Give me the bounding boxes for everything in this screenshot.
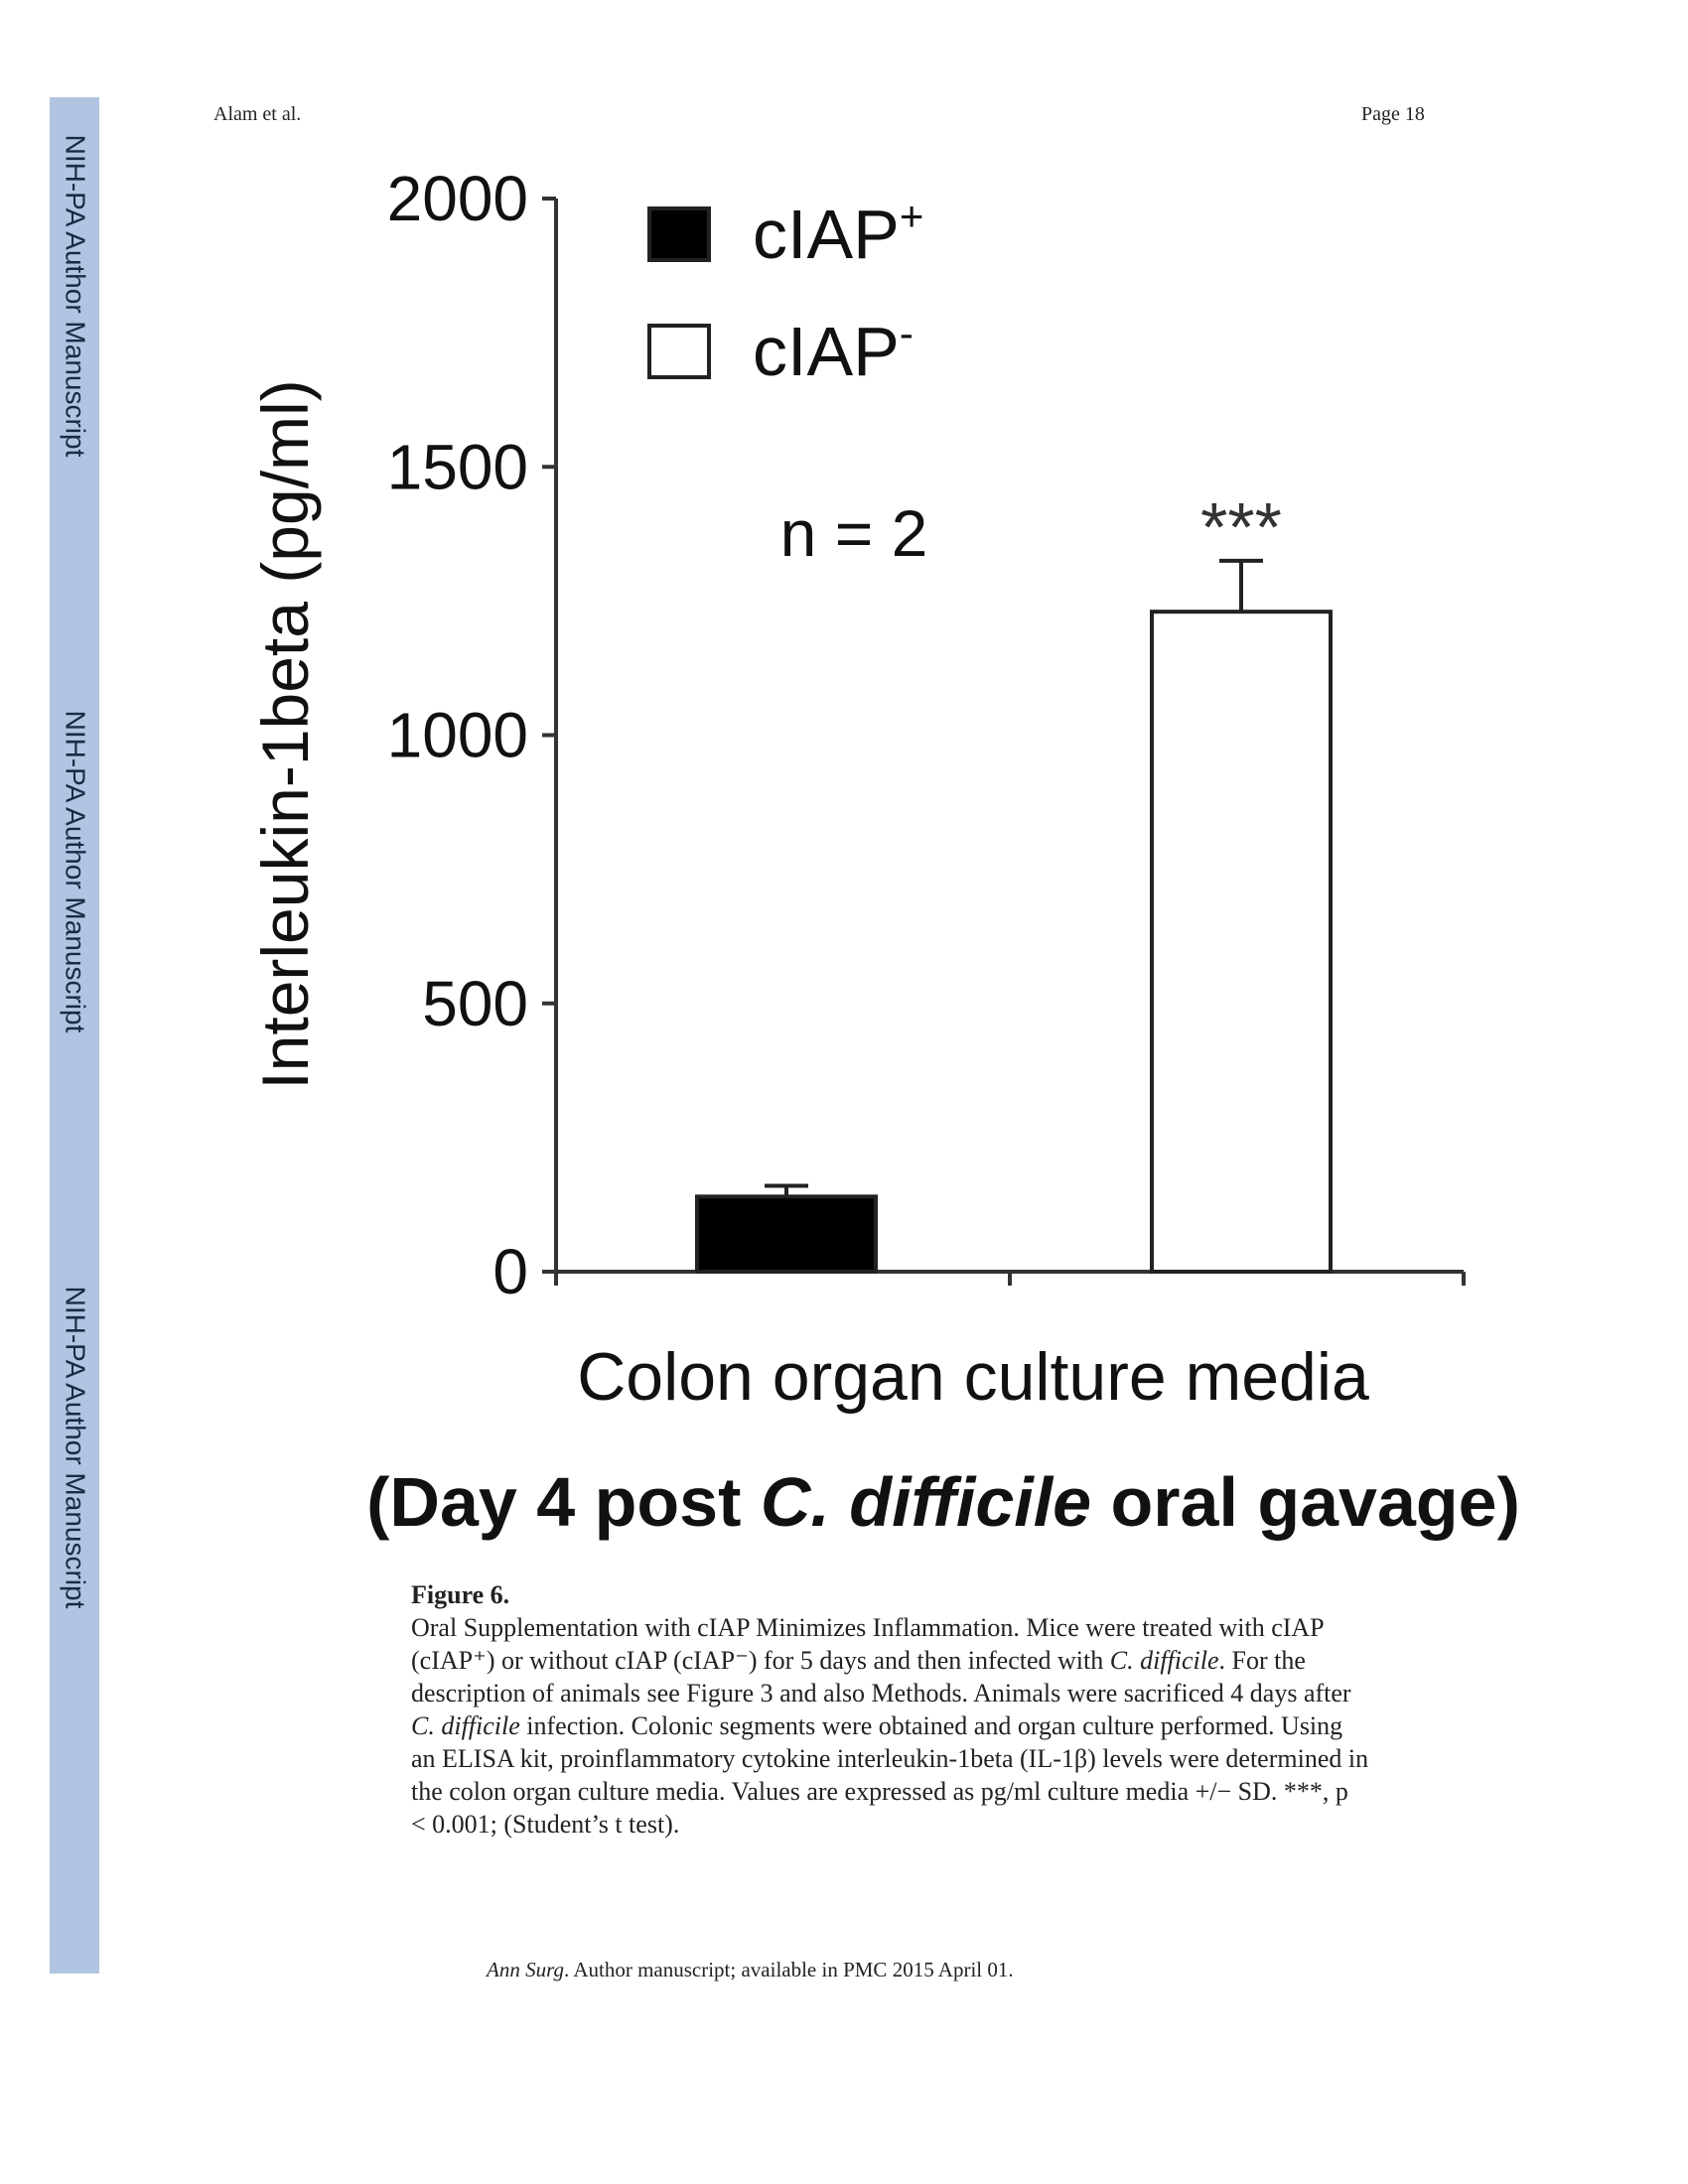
significance-marker: ***: [1200, 488, 1282, 566]
y-tick-label: 0: [492, 1236, 528, 1307]
running-header-author: Alam et al.: [213, 103, 302, 125]
caption-line: an ELISA kit, proinflammatory cytokine i…: [411, 1744, 1369, 1773]
footer-text: . Author manuscript; available in PMC 20…: [563, 1958, 1014, 1981]
y-tick-label: 2000: [387, 163, 528, 234]
bar-ciap-plus: [695, 1194, 878, 1274]
y-tick-label: 1500: [387, 431, 528, 502]
page-number: Page 18: [1361, 103, 1425, 125]
page-footer: Ann Surg. Author manuscript; available i…: [487, 1958, 1014, 1982]
figure-caption: Figure 6. Oral Supplementation with cIAP…: [411, 1578, 1464, 1841]
caption-line: description of animals see Figure 3 and …: [411, 1679, 1351, 1707]
bar-chart: 0 500 1000 1500 2000 Interleukin-1beta (pg/ml…: [248, 163, 1520, 1541]
x-axis-label: Colon organ culture media: [577, 1339, 1369, 1415]
caption-line: Oral Supplementation with cIAP Minimizes…: [411, 1613, 1325, 1642]
sidebar-banner: NIH-PA Author Manuscript NIH-PA Author M…: [50, 97, 99, 1974]
chart-subtitle: (Day 4 post C. difficile oral gavage): [366, 1463, 1520, 1541]
caption-line: (cIAP⁺) or without cIAP (cIAP⁻) for 5 da…: [411, 1646, 1306, 1675]
caption-text: Oral Supplementation with cIAP Minimizes…: [411, 1611, 1464, 1841]
caption-line: the colon organ culture media. Values ar…: [411, 1777, 1348, 1806]
legend-label: cIAP-: [753, 310, 914, 390]
bar-ciap-minus: [1150, 610, 1333, 1274]
y-axis-label: Interleukin-1beta (pg/ml): [248, 379, 322, 1089]
legend-swatch: [647, 324, 711, 379]
caption-line: C. difficile infection. Colonic segments…: [411, 1711, 1343, 1740]
legend-swatch: [647, 206, 711, 262]
caption-line: < 0.001; (Student’s t test).: [411, 1810, 680, 1839]
chart-plot-area: 0 500 1000 1500 2000 Interleukin-1beta (pg/ml…: [248, 163, 1520, 1541]
figure-label: Figure 6.: [411, 1580, 510, 1609]
footer-journal: Ann Surg: [487, 1958, 564, 1981]
y-tick-label: 1000: [387, 700, 528, 771]
y-tick-label: 500: [422, 968, 528, 1039]
legend-label: cIAP+: [753, 193, 923, 273]
sample-size-label: n = 2: [780, 496, 928, 570]
